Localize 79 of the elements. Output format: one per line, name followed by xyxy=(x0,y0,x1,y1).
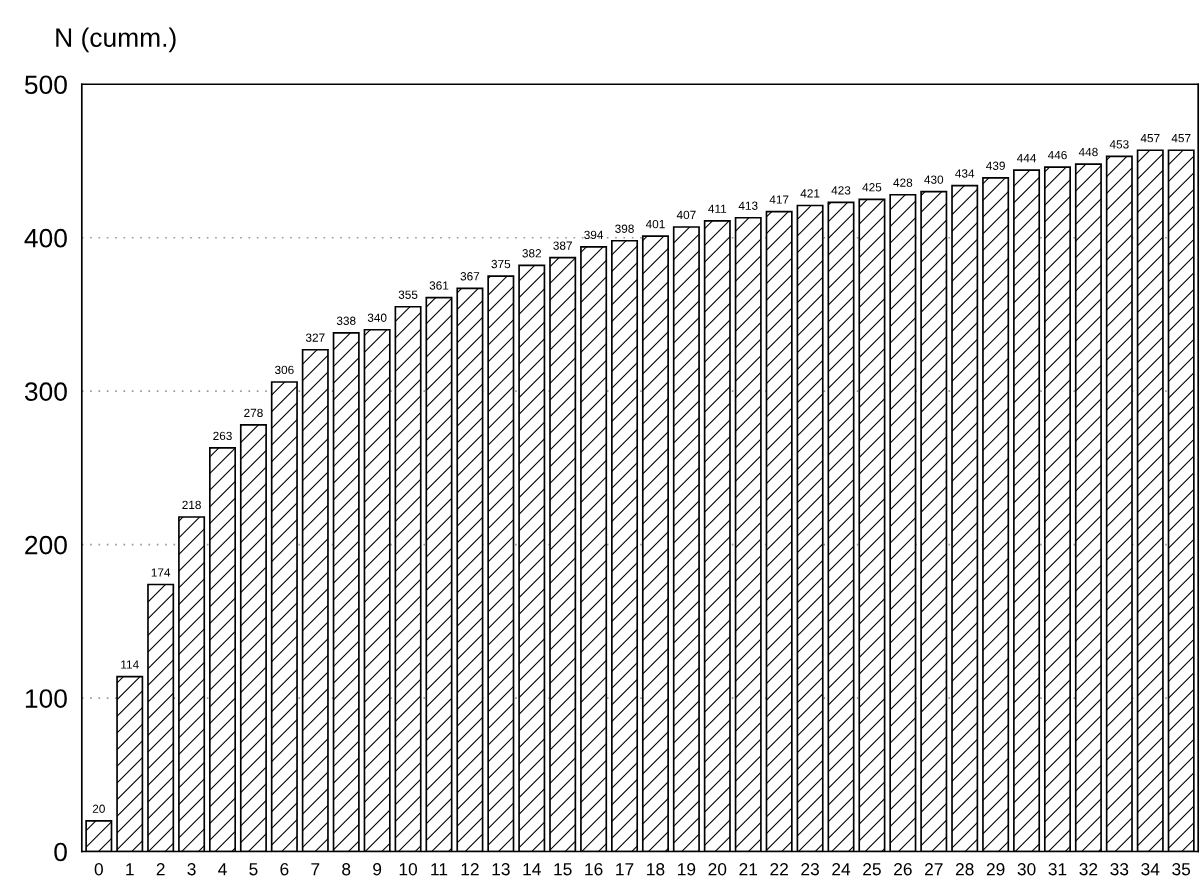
x-tick-label: 33 xyxy=(1110,863,1129,876)
y-tick-label: 500 xyxy=(24,75,67,95)
data-label: 20 xyxy=(92,804,105,813)
data-label: 114 xyxy=(121,660,139,669)
data-label: 394 xyxy=(584,230,604,240)
x-tick-label: 6 xyxy=(280,863,289,876)
data-label: 218 xyxy=(182,500,201,510)
x-tick-label: 7 xyxy=(311,863,320,876)
x-tick-label: 28 xyxy=(955,863,974,876)
y-tick-label: 100 xyxy=(25,689,67,708)
x-tick-label: 19 xyxy=(678,863,696,876)
x-tick-label: 3 xyxy=(187,863,196,876)
x-tick-label: 1 xyxy=(126,863,134,876)
x-tick-label: 22 xyxy=(770,863,788,876)
x-tick-label: 32 xyxy=(1079,863,1098,876)
x-tick-label: 0 xyxy=(94,863,103,876)
data-label: 411 xyxy=(708,204,727,213)
x-tick-label: 12 xyxy=(461,863,479,876)
y-axis-title: N (cumm.) xyxy=(56,27,176,53)
x-tick-label: 10 xyxy=(399,863,418,876)
data-label: 338 xyxy=(336,316,356,325)
data-label: 382 xyxy=(522,249,542,258)
y-tick-label: 300 xyxy=(24,382,67,401)
data-label: 355 xyxy=(398,290,418,299)
x-tick-label: 35 xyxy=(1172,863,1191,876)
data-label: 457 xyxy=(1171,134,1191,143)
data-label: 421 xyxy=(800,189,820,198)
y-tick-label: 0 xyxy=(54,842,67,862)
data-label: 423 xyxy=(831,186,851,195)
x-tick-label: 30 xyxy=(1017,863,1036,876)
x-tick-label: 5 xyxy=(249,863,258,876)
x-tick-label: 23 xyxy=(801,863,819,876)
data-label: 453 xyxy=(1109,140,1129,149)
data-label: 439 xyxy=(986,161,1005,170)
data-label: 340 xyxy=(367,313,387,322)
data-label: 398 xyxy=(615,224,634,233)
x-tick-label: 29 xyxy=(986,863,1005,876)
data-label: 174 xyxy=(151,568,171,577)
data-label: 417 xyxy=(769,195,789,204)
data-label: 306 xyxy=(274,365,294,375)
data-label: 434 xyxy=(955,169,975,178)
x-tick-label: 21 xyxy=(739,863,758,876)
data-label: 387 xyxy=(553,241,572,250)
data-label: 361 xyxy=(429,281,449,290)
data-label: 425 xyxy=(862,183,882,192)
data-label: 367 xyxy=(460,272,480,281)
x-tick-label: 16 xyxy=(585,863,603,876)
x-tick-label: 2 xyxy=(156,863,165,876)
data-label: 401 xyxy=(645,219,665,229)
y-tick-label: 400 xyxy=(24,228,67,248)
data-label: 413 xyxy=(738,201,758,210)
x-tick-label: 31 xyxy=(1048,863,1067,876)
data-label: 278 xyxy=(244,408,263,418)
x-tick-label: 25 xyxy=(863,863,881,876)
x-tick-label: 26 xyxy=(894,863,912,876)
x-tick-label: 20 xyxy=(708,863,727,876)
data-label: 430 xyxy=(924,175,944,184)
data-label: 263 xyxy=(213,431,232,441)
data-label: 407 xyxy=(676,210,696,220)
x-tick-label: 4 xyxy=(218,863,227,876)
x-tick-label: 11 xyxy=(431,863,448,876)
data-label: 457 xyxy=(1140,134,1160,143)
x-tick-label: 9 xyxy=(373,863,382,876)
data-label: 428 xyxy=(893,178,913,187)
x-tick-label: 14 xyxy=(523,863,541,876)
x-tick-label: 27 xyxy=(925,863,943,876)
x-tick-label: 15 xyxy=(554,863,572,876)
x-tick-label: 8 xyxy=(342,863,351,876)
x-tick-label: 17 xyxy=(616,863,634,876)
x-tick-label: 13 xyxy=(492,863,510,876)
data-label: 327 xyxy=(305,333,325,342)
x-tick-label: 18 xyxy=(647,863,665,876)
data-label: 446 xyxy=(1047,150,1067,160)
data-label: 448 xyxy=(1078,147,1098,157)
x-tick-label: 24 xyxy=(832,863,851,876)
data-label: 375 xyxy=(491,259,511,269)
x-tick-label: 34 xyxy=(1141,863,1160,876)
y-tick-label: 200 xyxy=(25,535,67,555)
data-label: 444 xyxy=(1016,154,1037,163)
